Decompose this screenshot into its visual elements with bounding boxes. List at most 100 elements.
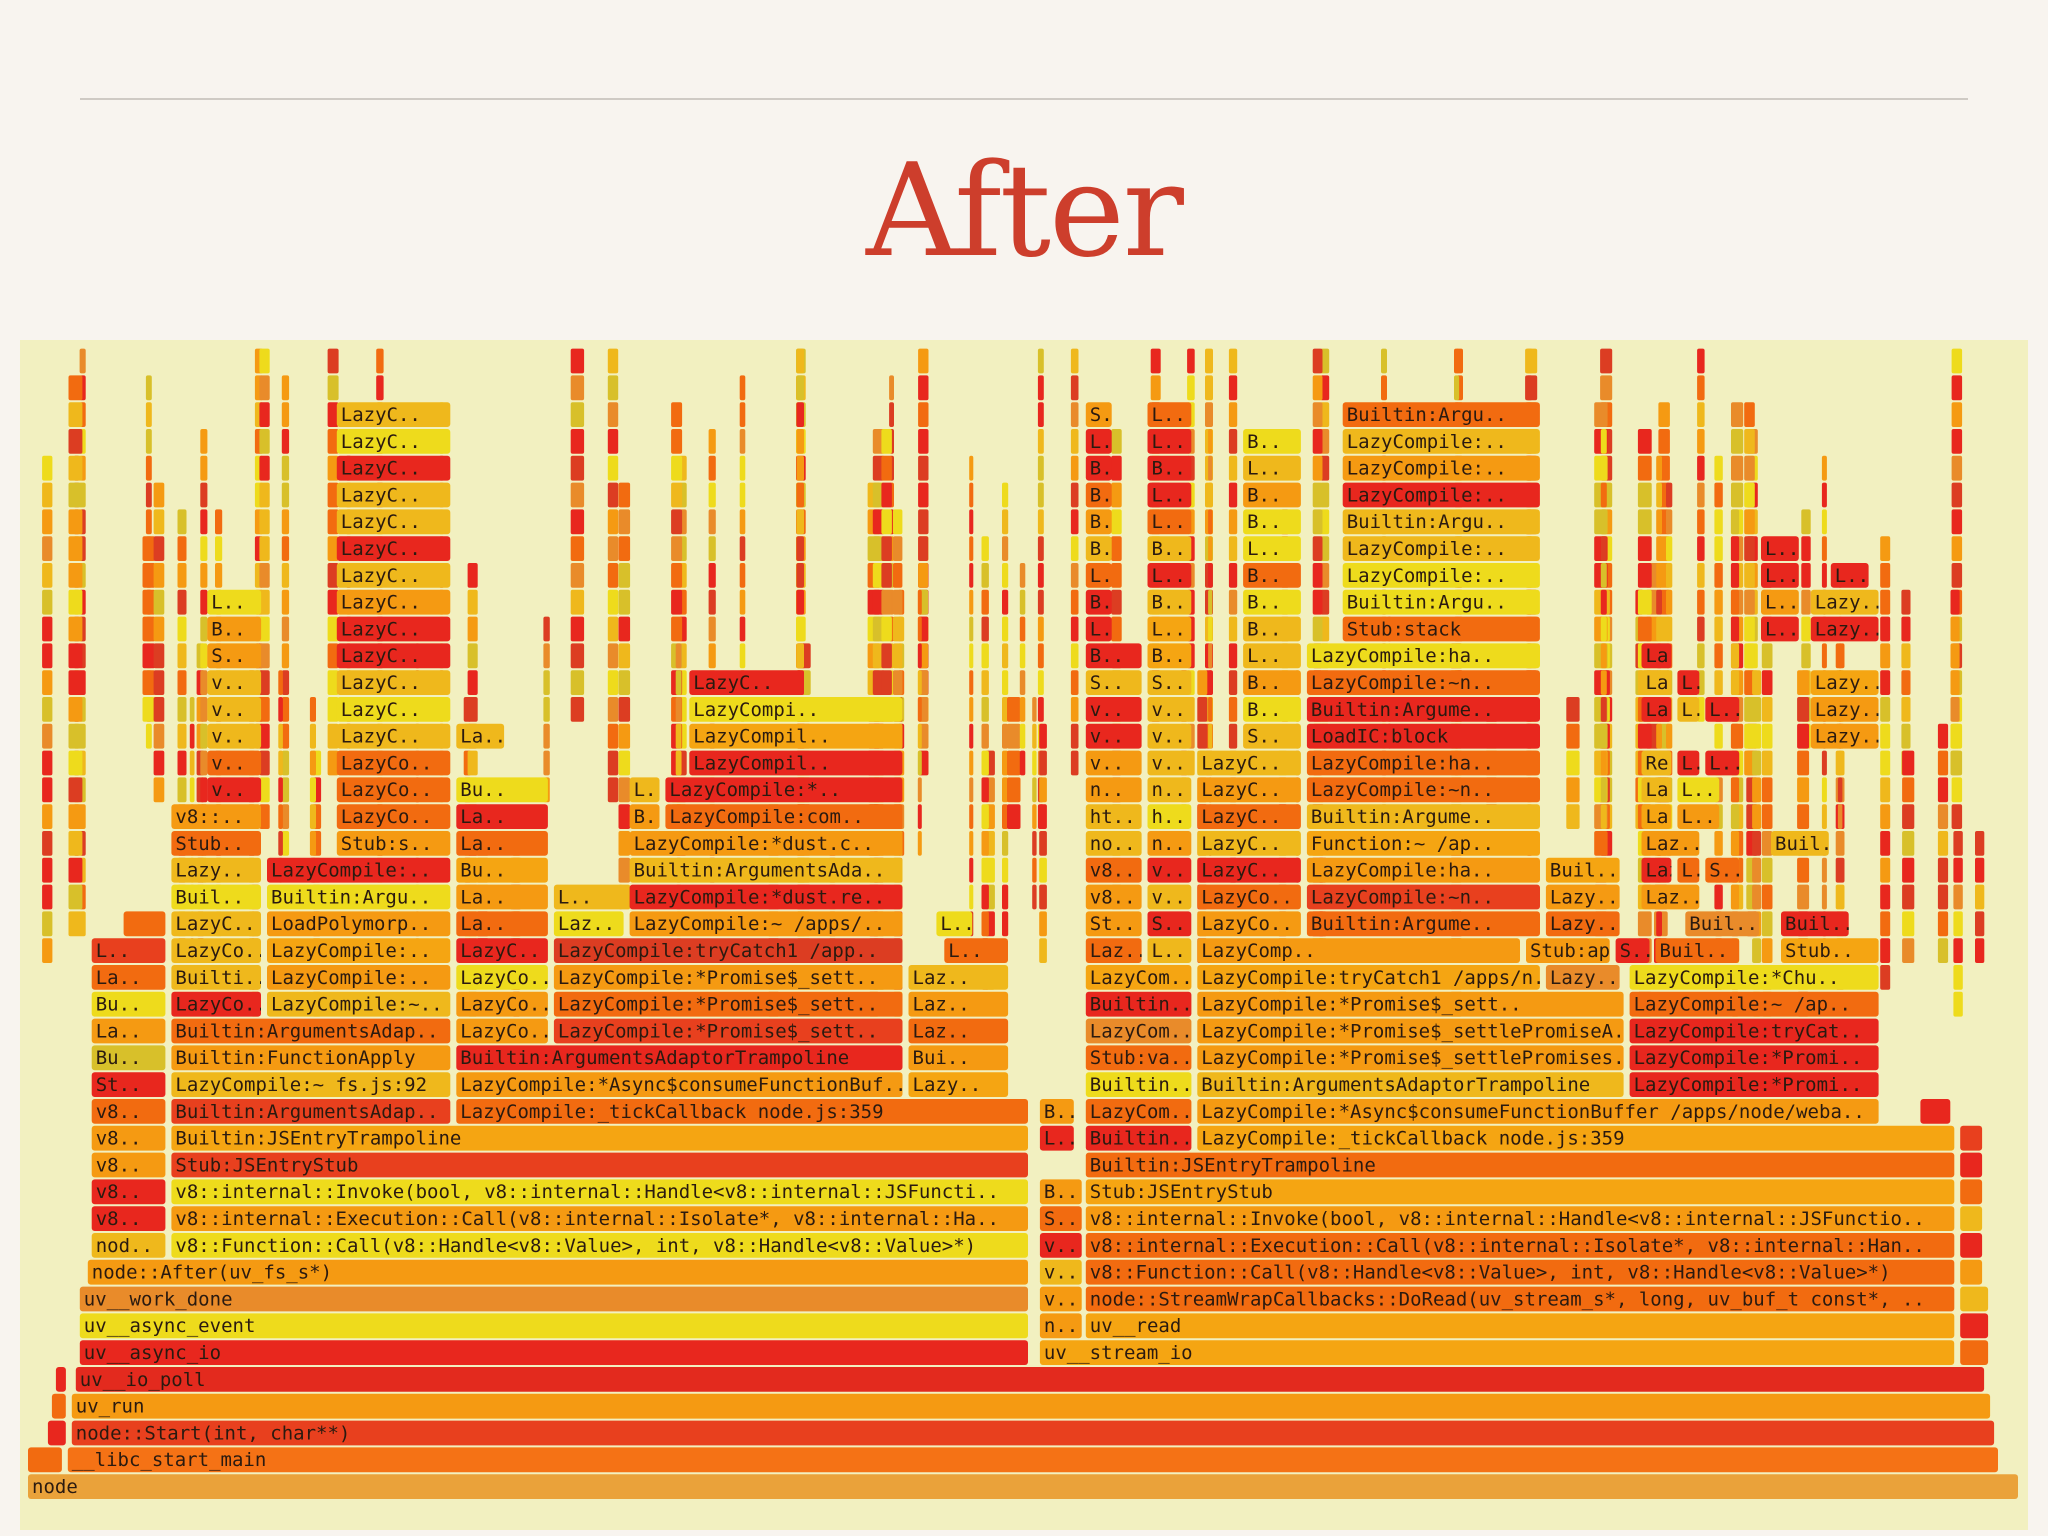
flame-frame-bar[interactable]	[1342, 616, 1540, 642]
flame-frame-bar[interactable]	[336, 589, 451, 615]
flame-frame[interactable]: LazyCom..	[1085, 1018, 1193, 1044]
flame-frame-bar[interactable]	[1920, 1099, 1951, 1124]
flame-frame[interactable]: L..	[1761, 616, 1799, 642]
flame-frame-bar[interactable]	[1085, 1125, 1192, 1151]
flame-frame-bar[interactable]	[67, 1447, 1998, 1473]
flame-frame[interactable]: LazyCo..	[1197, 884, 1301, 910]
flame-frame[interactable]: Re..	[1641, 750, 1692, 776]
flame-frame[interactable]: v..	[207, 723, 262, 749]
flame-frame[interactable]: v8..	[91, 1206, 166, 1231]
flame-frame-bar[interactable]	[1085, 1259, 1955, 1285]
flame-frame-bar[interactable]	[171, 991, 261, 1017]
flame-frame[interactable]: LazyC..	[336, 589, 451, 615]
flame-frame-bar[interactable]	[936, 911, 973, 937]
flame-frame[interactable]: B..	[1147, 643, 1192, 669]
flame-frame-bar[interactable]	[1810, 589, 1879, 615]
flame-frame[interactable]: LazyC..	[336, 670, 451, 695]
flame-frame[interactable]: Lazy..	[1810, 697, 1884, 722]
flame-frame-bar[interactable]	[1147, 804, 1192, 829]
flame-frame[interactable]: __libc_start_main	[67, 1447, 1998, 1473]
flame-frame[interactable]: Lazy..	[1545, 884, 1620, 910]
flame-frame-bar[interactable]	[1039, 1313, 1082, 1339]
flame-frame[interactable]: v..	[1085, 697, 1142, 722]
flame-frame-bar[interactable]	[1761, 563, 1799, 588]
flame-frame-bar[interactable]	[1342, 563, 1540, 588]
flame-frame[interactable]: La..	[1641, 697, 1692, 722]
flame-frame[interactable]: v8::internal::Execution::Call(v8::intern…	[171, 1206, 1028, 1231]
flame-frame-bar[interactable]	[1085, 1233, 1955, 1258]
flame-frame-bar[interactable]	[207, 616, 262, 642]
flame-frame-bar[interactable]	[908, 991, 1009, 1017]
flame-frame[interactable]: LazyCompile:..	[1342, 536, 1540, 561]
flame-frame[interactable]: Builti..	[171, 965, 267, 990]
flame-frame[interactable]: L..	[1147, 402, 1192, 427]
flame-frame-bar[interactable]	[1147, 643, 1192, 669]
flame-frame[interactable]: L..	[207, 589, 262, 615]
flame-frame-bar[interactable]	[1039, 1233, 1082, 1258]
flame-frame-bar[interactable]	[1810, 723, 1879, 749]
flame-frame[interactable]: LazyCompile:tryCat..	[1629, 1018, 1879, 1044]
flame-frame[interactable]: St..	[1085, 911, 1142, 937]
flame-frame[interactable]: Buil..	[1545, 857, 1620, 883]
flame-frame[interactable]: LazyCo..	[1197, 911, 1301, 937]
flame-frame[interactable]: Bu..	[456, 857, 548, 883]
flame-frame[interactable]: LazyCompile:..	[267, 965, 451, 990]
flame-frame-bar[interactable]	[689, 697, 903, 722]
flame-frame[interactable]: v8..	[1085, 857, 1142, 883]
flame-frame[interactable]: LazyComp..	[1197, 938, 1520, 963]
flame-frame[interactable]	[55, 1367, 66, 1392]
flame-frame[interactable]: LazyC..	[336, 429, 451, 454]
flame-frame-bar[interactable]	[1342, 509, 1540, 535]
flame-frame-bar[interactable]	[207, 723, 262, 749]
flame-frame[interactable]: Lazy..	[1810, 616, 1884, 642]
flame-frame-bar[interactable]	[1960, 1259, 1983, 1285]
flame-frame-bar[interactable]	[91, 1125, 166, 1151]
flame-frame[interactable]: B..	[207, 616, 262, 642]
flame-frame[interactable]: LazyCompile:*..	[665, 777, 903, 803]
flame-frame[interactable]: Builtin:Argume..	[1306, 804, 1540, 829]
flame-frame[interactable]: LazyCompile:..	[1342, 563, 1540, 588]
flame-frame[interactable]: v8..	[91, 1152, 166, 1178]
flame-frame[interactable]: La..	[456, 911, 548, 937]
flame-frame[interactable]: LazyCompile:tryCatch1 /app..	[553, 938, 903, 963]
flame-frame[interactable]: Bu..	[91, 991, 166, 1017]
flame-frame[interactable]: Buil..	[171, 884, 261, 910]
flame-frame[interactable]: LazyC..	[336, 536, 451, 561]
flame-frame-bar[interactable]	[553, 1018, 903, 1044]
flame-frame[interactable]: v..	[1085, 750, 1142, 776]
flame-frame-bar[interactable]	[91, 1018, 166, 1044]
flame-frame[interactable]: S..	[1085, 402, 1124, 427]
flame-frame[interactable]: LazyCompile:*Promise$_settlePromises..	[1197, 1045, 1636, 1071]
flame-frame[interactable]: L..	[1761, 563, 1799, 588]
flame-frame[interactable]: Lazy..	[1810, 670, 1884, 695]
flame-frame-bar[interactable]	[1085, 1179, 1955, 1205]
flame-frame-bar[interactable]	[1677, 697, 1700, 722]
flame-frame[interactable]: n..	[1085, 777, 1142, 803]
flame-frame[interactable]: L..	[553, 884, 624, 910]
flame-frame-bar[interactable]	[1641, 857, 1672, 883]
flame-frame[interactable]	[1960, 1125, 1983, 1151]
flame-frame[interactable]: Bu..	[456, 777, 548, 803]
flame-frame-bar[interactable]	[171, 1179, 1028, 1205]
flame-frame[interactable]: S..	[1705, 857, 1743, 883]
flame-frame-bar[interactable]	[55, 1367, 66, 1392]
flame-frame[interactable]: Buil..	[1685, 911, 1759, 937]
flame-frame-bar[interactable]	[1306, 697, 1540, 722]
flame-frame[interactable]: Builtin..	[1085, 1072, 1193, 1097]
flame-frame[interactable]: La..	[91, 1018, 166, 1044]
flame-frame[interactable]: LazyCompile:*Promi..	[1629, 1072, 1879, 1097]
flame-frame[interactable]	[1960, 1259, 1983, 1285]
flame-frame-bar[interactable]	[91, 1152, 166, 1178]
flame-frame[interactable]: LazyCompile:*Promise$_sett..	[553, 965, 903, 990]
flame-frame-bar[interactable]	[1960, 1206, 1983, 1231]
flame-frame-bar[interactable]	[1545, 884, 1620, 910]
flame-frame-bar[interactable]	[207, 643, 262, 669]
flame-frame-bar[interactable]	[1147, 884, 1192, 910]
flame-frame[interactable]: Stub:s..	[336, 831, 451, 856]
flame-frame-bar[interactable]	[79, 1286, 1029, 1312]
flame-frame[interactable]: Builtin:JSEntryTrampoline	[1085, 1152, 1955, 1178]
flame-frame[interactable]: LazyCompil..	[689, 750, 903, 776]
flame-frame[interactable]: uv__read	[1085, 1313, 1955, 1339]
flame-frame[interactable]: L..	[1147, 563, 1192, 588]
flame-frame-bar[interactable]	[1085, 991, 1192, 1017]
